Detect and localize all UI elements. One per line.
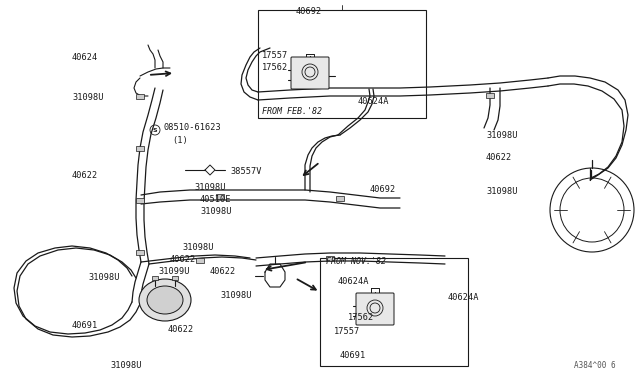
- Text: 40624A: 40624A: [358, 97, 390, 106]
- Text: 40691: 40691: [340, 350, 366, 359]
- FancyBboxPatch shape: [356, 293, 394, 325]
- Text: 31098U: 31098U: [110, 360, 141, 369]
- Text: 17557: 17557: [262, 51, 288, 60]
- Bar: [136, 250, 144, 254]
- Bar: [136, 93, 144, 99]
- Bar: [336, 196, 344, 201]
- Text: FROM NOV.'82: FROM NOV.'82: [326, 257, 386, 266]
- Text: 40624: 40624: [72, 54, 99, 62]
- Text: 17562: 17562: [262, 62, 288, 71]
- Text: (1): (1): [172, 135, 188, 144]
- FancyBboxPatch shape: [291, 57, 329, 89]
- Text: 31098U: 31098U: [486, 131, 518, 140]
- Bar: [136, 145, 144, 151]
- Text: 31098U: 31098U: [220, 291, 252, 299]
- Text: 31099U: 31099U: [158, 267, 189, 276]
- Text: 31098U: 31098U: [200, 208, 232, 217]
- Bar: [152, 276, 158, 280]
- Bar: [136, 198, 144, 202]
- Bar: [320, 258, 468, 366]
- Text: 40510E: 40510E: [200, 196, 232, 205]
- Bar: [486, 93, 494, 97]
- Text: 31098U: 31098U: [486, 187, 518, 196]
- Text: 31098U: 31098U: [72, 93, 104, 103]
- Text: 08510-61623: 08510-61623: [163, 124, 221, 132]
- Bar: [196, 257, 204, 263]
- Text: 17562: 17562: [348, 314, 374, 323]
- Text: 31098U: 31098U: [88, 273, 120, 282]
- Text: 40622: 40622: [170, 256, 196, 264]
- Text: 40622: 40622: [168, 326, 195, 334]
- Text: 40624A: 40624A: [338, 278, 369, 286]
- Bar: [172, 276, 178, 280]
- Text: 38557V: 38557V: [230, 167, 262, 176]
- Ellipse shape: [147, 286, 183, 314]
- Text: 40624A: 40624A: [448, 294, 479, 302]
- Bar: [216, 193, 224, 199]
- Text: 40622: 40622: [486, 154, 512, 163]
- Text: 40622: 40622: [72, 170, 99, 180]
- Text: FROM FEB.'82: FROM FEB.'82: [262, 108, 322, 116]
- Bar: [258, 10, 426, 118]
- Text: 40692: 40692: [296, 6, 323, 16]
- Text: 31098U: 31098U: [194, 183, 225, 192]
- Text: 31098U: 31098U: [182, 244, 214, 253]
- Text: 40622: 40622: [210, 267, 236, 276]
- Bar: [326, 256, 334, 260]
- Text: 40692: 40692: [370, 186, 396, 195]
- Text: S: S: [153, 128, 157, 132]
- Ellipse shape: [139, 279, 191, 321]
- Text: 17557: 17557: [334, 327, 360, 337]
- Text: 40691: 40691: [72, 321, 99, 330]
- Text: A384^00 6: A384^00 6: [574, 360, 616, 369]
